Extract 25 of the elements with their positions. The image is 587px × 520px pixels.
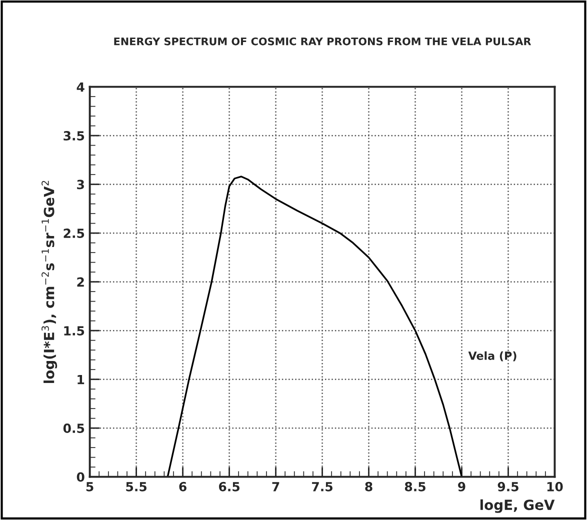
text: log(I*E$^{3}$), cm$^{−2}$s$^{−1}$sr$^{−1}$GeV$^{2}$ (42, 180, 58, 383)
x-tick-label: 9.5 (498, 482, 518, 492)
y-tick-label: 1 (78, 374, 84, 384)
x-axis-title: logE, GeV (480, 499, 555, 513)
y-tick-label: 0 (76, 472, 84, 482)
y-tick-label: 2 (77, 277, 84, 287)
y-tick-label: 3 (77, 180, 84, 190)
x-tick-label: 7 (272, 482, 280, 492)
y-tick-label: 4 (76, 82, 84, 92)
y-tick-label: 0.5 (63, 424, 84, 434)
x-tick-label: 5.5 (126, 482, 146, 492)
x-tick-label: 10 (547, 482, 563, 492)
line-series (166, 176, 463, 477)
chart-title: ENERGY SPECTRUM OF COSMIC RAY PROTONS FROM THE VELA PULSAR (114, 37, 532, 46)
x-tick-label: 7.5 (312, 482, 332, 492)
x-tick-label: 6 (179, 482, 186, 492)
x-tick-label: 8 (365, 482, 372, 492)
x-tick-label: 8.5 (404, 482, 426, 492)
y-tick-label: 2.5 (64, 228, 84, 238)
x-tick-label: 6.5 (218, 482, 240, 492)
x-tick-label: 5 (86, 482, 94, 492)
y-tick-label: 1.5 (64, 326, 84, 336)
annotation: Vela (P) (468, 351, 516, 362)
y-tick-label: 3.5 (64, 131, 84, 141)
x-tick-label: 9 (458, 482, 466, 492)
